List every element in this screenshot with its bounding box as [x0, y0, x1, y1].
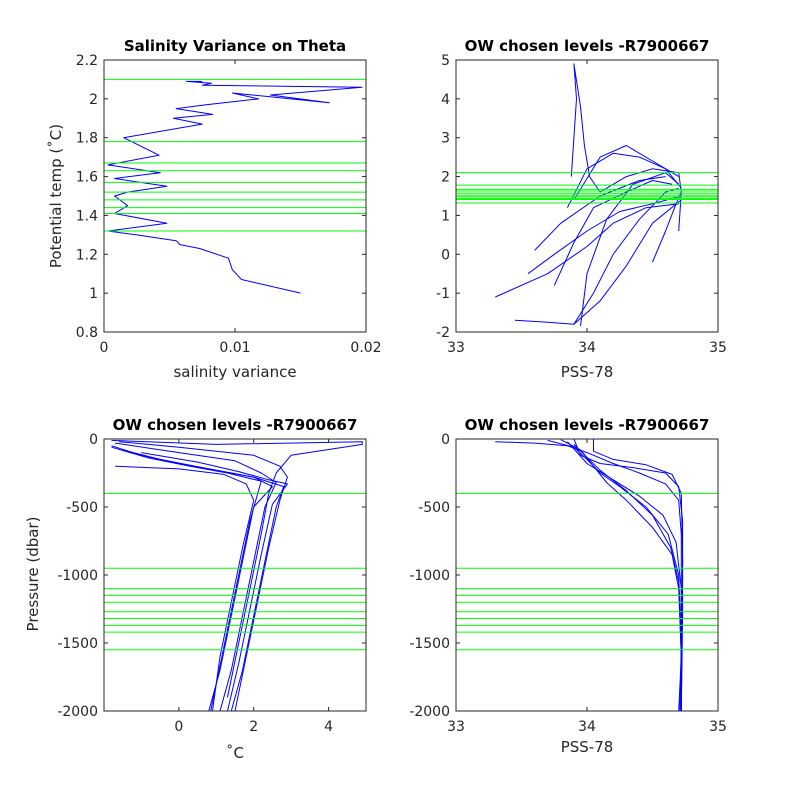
axes-frame	[455, 59, 719, 333]
x-tick-label: 33	[447, 340, 465, 356]
y-tick-label: 0	[89, 432, 98, 448]
y-tick-label: 1.4	[76, 208, 98, 224]
series-line-1	[495, 441, 682, 711]
plot-area-1: 0 0.01 0.02 0.8 1 1.2 1.4 1.6 1.8 2 2.2	[76, 53, 382, 356]
x-tick-label: 35	[709, 719, 727, 735]
y-tick-label: 1	[441, 208, 450, 224]
axes-frame	[103, 438, 367, 712]
data-layer	[104, 439, 366, 711]
panel-3-title: OW chosen levels -R7900667	[113, 416, 358, 434]
y-tick-label: 2	[441, 170, 450, 186]
y-tick-label: 2	[89, 92, 98, 108]
x-tick-label: 33	[447, 719, 465, 735]
series-line-2	[115, 442, 277, 711]
series-line-8	[118, 441, 288, 711]
y-tick-label: 0	[441, 247, 450, 263]
panel-1-title: Salinity Variance on Theta	[124, 37, 346, 55]
y-tick-label: 0	[441, 432, 450, 448]
y-tick-label: 1.8	[76, 131, 98, 147]
series-line-1	[107, 80, 363, 294]
data-layer	[456, 63, 718, 327]
y-tick-label: 5	[441, 53, 450, 69]
panel-4-title: OW chosen levels -R7900667	[465, 416, 710, 434]
axes-frame	[103, 59, 367, 333]
data-layer	[456, 439, 718, 711]
panel-1-xlabel: salinity variance	[173, 363, 296, 381]
y-tick-label: -2	[436, 325, 450, 341]
panel-4-xlabel: PSS-78	[561, 738, 614, 756]
panel-ts-levels: OW chosen levels -R7900667 PSS-78	[465, 37, 710, 381]
series-line-9	[573, 145, 679, 201]
panel-3-ylabel: Pressure (dbar)	[24, 517, 42, 632]
panel-salinity-pressure: OW chosen levels -R7900667 PSS-78	[465, 416, 710, 756]
x-tick-label: 2	[249, 719, 258, 735]
y-tick-label: -1	[436, 286, 450, 302]
series-line-4	[111, 439, 363, 698]
panel-2-xlabel: PSS-78	[561, 363, 614, 381]
series-line-3	[514, 199, 682, 325]
series-line-6	[141, 452, 288, 711]
y-tick-label: -1000	[57, 568, 98, 584]
plot-area-3: 0 2 4 -2000 -1500 -1000 -500 0	[57, 432, 367, 735]
x-tick-label: 34	[578, 719, 596, 735]
panel-2-title: OW chosen levels -R7900667	[465, 37, 710, 55]
series-line-5	[567, 441, 682, 711]
y-tick-label: 1.2	[76, 247, 98, 263]
panel-salinity-variance: Salinity Variance on Theta salinity vari…	[47, 37, 346, 381]
y-tick-label: -1500	[409, 636, 450, 652]
x-tick-label: 4	[324, 719, 333, 735]
y-tick-label: 1	[89, 286, 98, 302]
panel-1-ylabel: Potential temp (˚C)	[47, 124, 65, 268]
y-tick-label: -2000	[409, 704, 450, 720]
axes-background	[104, 439, 366, 711]
x-tick-label: 0.02	[350, 340, 381, 356]
y-tick-label: 1.6	[76, 170, 98, 186]
series-line-6	[573, 187, 679, 325]
axes-background	[104, 60, 366, 332]
data-layer	[104, 78, 366, 294]
x-tick-label: 0	[100, 340, 109, 356]
x-tick-label: 35	[709, 340, 727, 356]
axes-frame	[455, 438, 719, 712]
series-line-10	[570, 63, 601, 193]
x-tick-label: 0.01	[219, 340, 250, 356]
series-line-5	[115, 465, 255, 711]
y-tick-label: -1500	[57, 636, 98, 652]
plot-area-4: 33 34 35 -2000 -1500 -1000 -500 0	[409, 432, 727, 735]
series-line-7	[580, 172, 680, 327]
panel-3-xlabel: ˚C	[226, 744, 244, 762]
y-tick-label: -500	[418, 500, 450, 516]
y-tick-label: 2.2	[76, 53, 98, 69]
y-tick-label: -500	[66, 500, 98, 516]
y-tick-label: 0.8	[76, 325, 98, 341]
y-tick-label: -1000	[409, 568, 450, 584]
x-tick-label: 34	[578, 340, 596, 356]
y-tick-label: 3	[441, 131, 450, 147]
x-tick-label: 0	[174, 719, 183, 735]
axes-background	[456, 60, 718, 332]
series-line-3	[122, 449, 285, 711]
axes-background	[456, 439, 718, 711]
panel-temperature-pressure: OW chosen levels -R7900667 ˚C Pressure (…	[24, 416, 357, 762]
y-tick-label: 4	[441, 92, 450, 108]
series-line-7	[573, 444, 682, 711]
series-line-7	[111, 446, 262, 711]
series-line-6	[593, 439, 684, 711]
series-line-8	[566, 152, 682, 208]
y-tick-label: -2000	[57, 704, 98, 720]
